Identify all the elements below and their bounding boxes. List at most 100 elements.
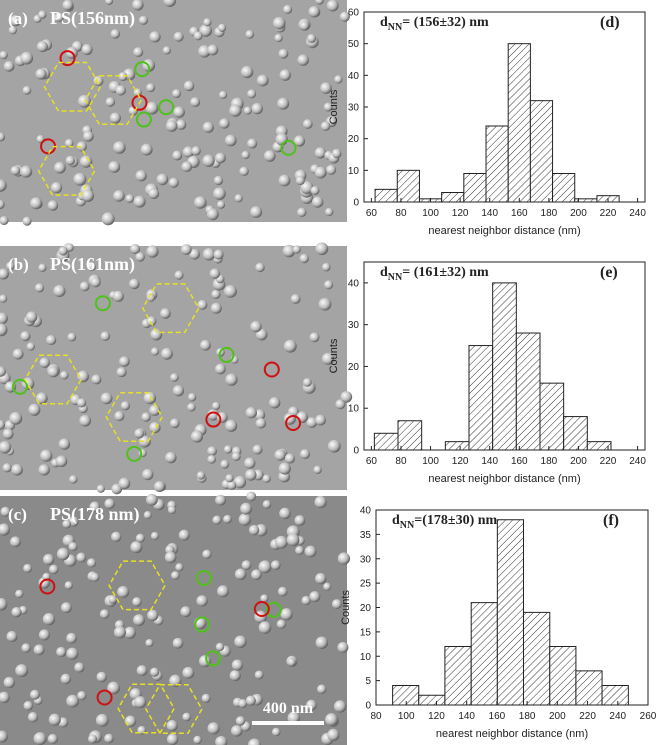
particle xyxy=(135,170,147,182)
particle xyxy=(35,68,47,80)
annotation-text: = (161±32) nm xyxy=(402,265,489,280)
particle xyxy=(191,146,201,156)
histogram-bar xyxy=(529,100,554,203)
particle xyxy=(212,401,221,411)
particle xyxy=(307,33,317,43)
y-tick-label: 20 xyxy=(348,134,360,145)
particle xyxy=(334,75,343,84)
particle xyxy=(123,626,136,639)
y-tick-label: 60 xyxy=(348,8,360,19)
particle xyxy=(162,46,172,55)
y-tick-label: 0 xyxy=(353,198,359,209)
particle xyxy=(100,392,113,405)
particle xyxy=(239,166,249,177)
histogram-bar xyxy=(575,670,603,706)
y-tick-label: 0 xyxy=(353,446,359,457)
hexagon-outline xyxy=(108,560,166,611)
particle xyxy=(129,278,140,290)
particle xyxy=(25,311,38,323)
particle xyxy=(181,161,193,173)
x-tick-label: 80 xyxy=(370,711,382,722)
particle xyxy=(215,735,228,745)
sem-image: (b) PS(161nm) xyxy=(0,242,353,495)
particle xyxy=(23,563,33,573)
particle xyxy=(104,498,115,509)
particle xyxy=(172,150,183,161)
particle xyxy=(107,681,120,695)
particle xyxy=(23,700,34,711)
x-tick-label: 140 xyxy=(481,456,498,467)
particle xyxy=(113,141,126,154)
x-tick-label: 180 xyxy=(519,711,536,722)
particle xyxy=(255,262,265,273)
histogram-bar xyxy=(515,332,541,451)
particle xyxy=(101,212,115,226)
histogram-bar xyxy=(392,685,420,706)
annotation-text: =(178±30) nm xyxy=(414,513,497,528)
particle xyxy=(109,112,121,124)
particle xyxy=(148,188,160,200)
particle xyxy=(201,693,211,703)
particle xyxy=(0,506,11,517)
particle xyxy=(235,716,246,726)
particle xyxy=(245,30,255,39)
particle xyxy=(146,493,158,506)
particle xyxy=(167,505,177,515)
particle xyxy=(206,208,219,221)
particle xyxy=(141,412,151,422)
particle xyxy=(274,535,288,549)
particle xyxy=(112,290,124,302)
histogram-bar xyxy=(507,43,531,203)
histogram-bar xyxy=(549,646,577,706)
x-tick-label: 60 xyxy=(366,208,378,219)
particle xyxy=(62,0,74,11)
particle xyxy=(3,60,15,72)
particle xyxy=(295,545,305,555)
x-tick-label: 80 xyxy=(395,208,407,219)
particle xyxy=(2,428,14,440)
particle xyxy=(76,552,87,563)
particle xyxy=(254,670,264,680)
particle xyxy=(304,545,317,558)
particle xyxy=(290,294,301,304)
image-title: PS(161nm) xyxy=(50,254,135,275)
particle xyxy=(216,200,226,209)
particle xyxy=(89,501,101,513)
particle xyxy=(326,0,339,12)
particle xyxy=(207,454,217,464)
histogram-bar xyxy=(496,519,524,706)
particle xyxy=(26,342,36,351)
particle xyxy=(0,323,8,337)
particle xyxy=(117,585,130,598)
particle xyxy=(325,207,334,217)
particle xyxy=(135,533,145,543)
particle xyxy=(215,642,225,652)
y-axis-label: Counts xyxy=(328,89,340,124)
particle xyxy=(22,85,32,95)
particle xyxy=(55,455,68,468)
panel-label: (e) xyxy=(600,264,618,281)
particle xyxy=(105,0,114,5)
particle xyxy=(320,82,332,94)
particle xyxy=(133,614,145,626)
particle xyxy=(146,245,159,258)
x-tick-label: 200 xyxy=(570,208,587,219)
particle xyxy=(119,356,130,367)
particle xyxy=(270,560,281,570)
particle xyxy=(272,16,286,30)
annotation-symbol: d xyxy=(380,265,388,280)
particle xyxy=(146,83,156,93)
particle xyxy=(149,421,161,434)
x-tick-label: 140 xyxy=(481,208,498,219)
particle xyxy=(60,602,72,614)
particle xyxy=(182,712,191,722)
particle xyxy=(299,20,310,31)
y-tick-label: 35 xyxy=(360,530,372,541)
particle xyxy=(108,595,118,604)
particle xyxy=(38,464,50,476)
panel-label: (c) xyxy=(8,505,27,524)
particle xyxy=(164,551,177,564)
particle xyxy=(220,459,230,469)
annotation-symbol: d xyxy=(380,15,388,30)
particle xyxy=(189,248,200,260)
